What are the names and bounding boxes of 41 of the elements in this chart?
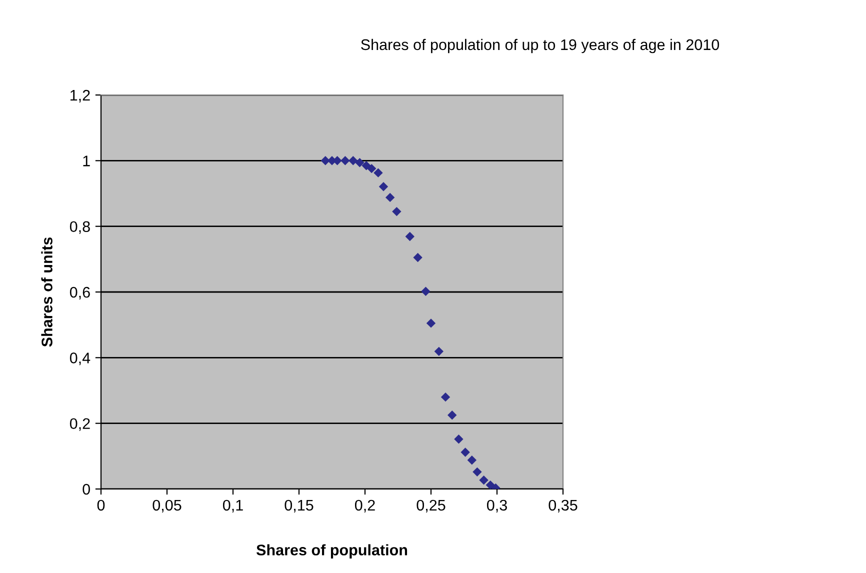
point bbox=[472, 467, 482, 477]
point bbox=[486, 480, 496, 489]
point bbox=[434, 346, 444, 356]
point bbox=[405, 232, 414, 242]
point bbox=[460, 448, 470, 457]
y-tick-label: 0,2 bbox=[70, 418, 90, 431]
y-axis-title: Shares of units bbox=[41, 237, 52, 347]
x-tick-label: 0,3 bbox=[486, 500, 507, 512]
point bbox=[413, 252, 422, 262]
point bbox=[479, 476, 488, 485]
point bbox=[348, 156, 358, 166]
x-tick-label: 0,25 bbox=[416, 500, 446, 512]
point bbox=[467, 456, 477, 465]
point bbox=[392, 206, 402, 216]
x-tick-label: 0,05 bbox=[152, 500, 182, 512]
point bbox=[340, 156, 350, 166]
point bbox=[355, 158, 364, 168]
x-tick-label: 0,35 bbox=[548, 500, 578, 512]
point bbox=[320, 156, 330, 166]
y-tick-label: 0,8 bbox=[70, 221, 90, 234]
y-tick-label: 1,2 bbox=[70, 90, 90, 102]
point bbox=[448, 410, 457, 420]
y-tick-label: 0,4 bbox=[70, 352, 90, 366]
x-tick-label: 0,1 bbox=[222, 500, 243, 512]
point bbox=[426, 318, 436, 328]
point bbox=[374, 168, 383, 178]
point bbox=[366, 164, 376, 174]
y-tick-label: 0 bbox=[82, 484, 90, 495]
y-tick-label: 0,6 bbox=[70, 286, 90, 300]
point bbox=[362, 160, 371, 170]
point bbox=[440, 392, 450, 402]
x-tick-label: 0,15 bbox=[284, 500, 314, 512]
x-axis-title: Shares of population bbox=[256, 544, 408, 558]
x-tick-label: 0 bbox=[97, 500, 105, 511]
y-tick-label: 1 bbox=[83, 156, 90, 166]
point bbox=[454, 434, 464, 444]
point bbox=[421, 286, 430, 296]
chart-title: Shares of population of up to 19 years of age in 2010 bbox=[361, 38, 720, 54]
point bbox=[385, 192, 395, 202]
point bbox=[378, 182, 388, 192]
x-tick-label: 0,2 bbox=[354, 500, 375, 512]
